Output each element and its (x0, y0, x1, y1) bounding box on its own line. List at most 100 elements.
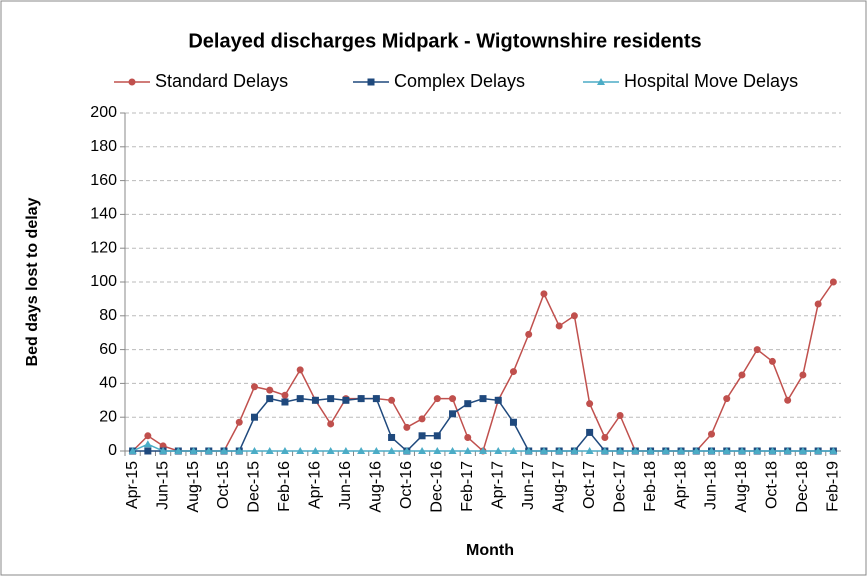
data-point (586, 428, 594, 436)
data-point (570, 312, 578, 320)
y-axis-label: Bed days lost to delay (24, 197, 41, 366)
data-point (586, 400, 594, 408)
data-point (616, 412, 624, 420)
data-point (265, 447, 274, 454)
data-point (539, 447, 548, 454)
x-tick-label: Jun-15 (154, 461, 171, 510)
legend-marker (367, 78, 375, 86)
data-point (433, 395, 441, 403)
data-point (357, 447, 366, 454)
data-point (600, 447, 609, 454)
x-tick-label: Oct-15 (215, 461, 232, 509)
x-tick-label: Aug-18 (733, 461, 750, 513)
data-point (601, 433, 609, 441)
data-point (738, 371, 746, 379)
data-point (783, 447, 792, 454)
data-point (768, 357, 776, 365)
data-point (250, 447, 259, 454)
x-tick-label: Oct-16 (398, 461, 415, 509)
data-point (296, 447, 305, 454)
y-tick-label: 60 (99, 341, 117, 358)
data-point (388, 433, 396, 441)
data-point (266, 395, 274, 403)
data-point (418, 432, 426, 440)
data-point (266, 386, 274, 394)
x-tick-label: Apr-15 (124, 461, 141, 509)
data-point (677, 447, 686, 454)
x-tick-label: Apr-18 (672, 461, 689, 509)
data-point (311, 447, 320, 454)
legend-label: Hospital Move Delays (624, 71, 798, 91)
x-tick-label: Dec-18 (794, 461, 811, 513)
data-point (144, 447, 152, 455)
data-point (509, 368, 517, 376)
legend-marker (128, 78, 136, 86)
data-point (387, 447, 396, 454)
data-point (829, 447, 838, 454)
data-point (464, 433, 472, 441)
data-point (418, 415, 426, 423)
data-point (250, 413, 258, 421)
data-point (296, 395, 304, 403)
data-point (494, 447, 503, 454)
chart-title: Delayed discharges Midpark - Wigtownshir… (188, 30, 701, 52)
data-point (708, 430, 716, 438)
data-point (524, 447, 533, 454)
y-tick-label: 160 (90, 172, 117, 189)
x-tick-label: Jun-18 (703, 461, 720, 510)
data-point (555, 447, 564, 454)
legend-label: Standard Delays (155, 71, 288, 91)
legend-label: Complex Delays (394, 71, 525, 91)
y-tick-label: 200 (90, 104, 117, 121)
data-point (799, 371, 807, 379)
data-point (342, 396, 350, 404)
x-tick-label: Feb-19 (825, 461, 842, 512)
x-tick-label: Dec-16 (429, 461, 446, 513)
x-tick-label: Oct-18 (764, 461, 781, 509)
legend-marker (597, 78, 605, 85)
data-point (829, 278, 837, 286)
data-point (372, 447, 381, 454)
x-tick-label: Jun-17 (520, 461, 537, 510)
x-tick-label: Aug-15 (185, 461, 202, 513)
x-tick-label: Apr-16 (307, 461, 324, 509)
data-point (280, 447, 289, 454)
x-tick-label: Feb-16 (276, 461, 293, 512)
data-point (540, 290, 548, 298)
data-point (814, 300, 822, 308)
data-point (631, 447, 640, 454)
data-point (463, 447, 472, 454)
data-point (814, 447, 823, 454)
data-point (128, 447, 137, 454)
x-tick-label: Feb-18 (642, 461, 659, 512)
y-tick-label: 140 (90, 206, 117, 223)
data-point (433, 432, 441, 440)
data-point (661, 447, 670, 454)
data-point (174, 447, 183, 454)
data-point (204, 447, 213, 454)
data-point (235, 418, 243, 426)
y-tick-label: 20 (99, 408, 117, 425)
data-point (433, 447, 442, 454)
data-point (281, 398, 289, 406)
data-point (326, 447, 335, 454)
data-point (402, 447, 411, 454)
data-point (646, 447, 655, 454)
data-point (235, 447, 244, 454)
data-point (281, 391, 289, 399)
data-point (525, 330, 533, 338)
data-point (464, 400, 472, 408)
data-point (479, 395, 487, 403)
x-tick-label: Aug-16 (368, 461, 385, 513)
data-point (692, 447, 701, 454)
data-point (144, 432, 152, 440)
data-point (159, 447, 168, 454)
data-point (296, 366, 304, 374)
x-tick-label: Oct-17 (581, 461, 598, 509)
data-point (357, 395, 365, 403)
data-point (768, 447, 777, 454)
data-point (143, 440, 152, 448)
data-point (737, 447, 746, 454)
